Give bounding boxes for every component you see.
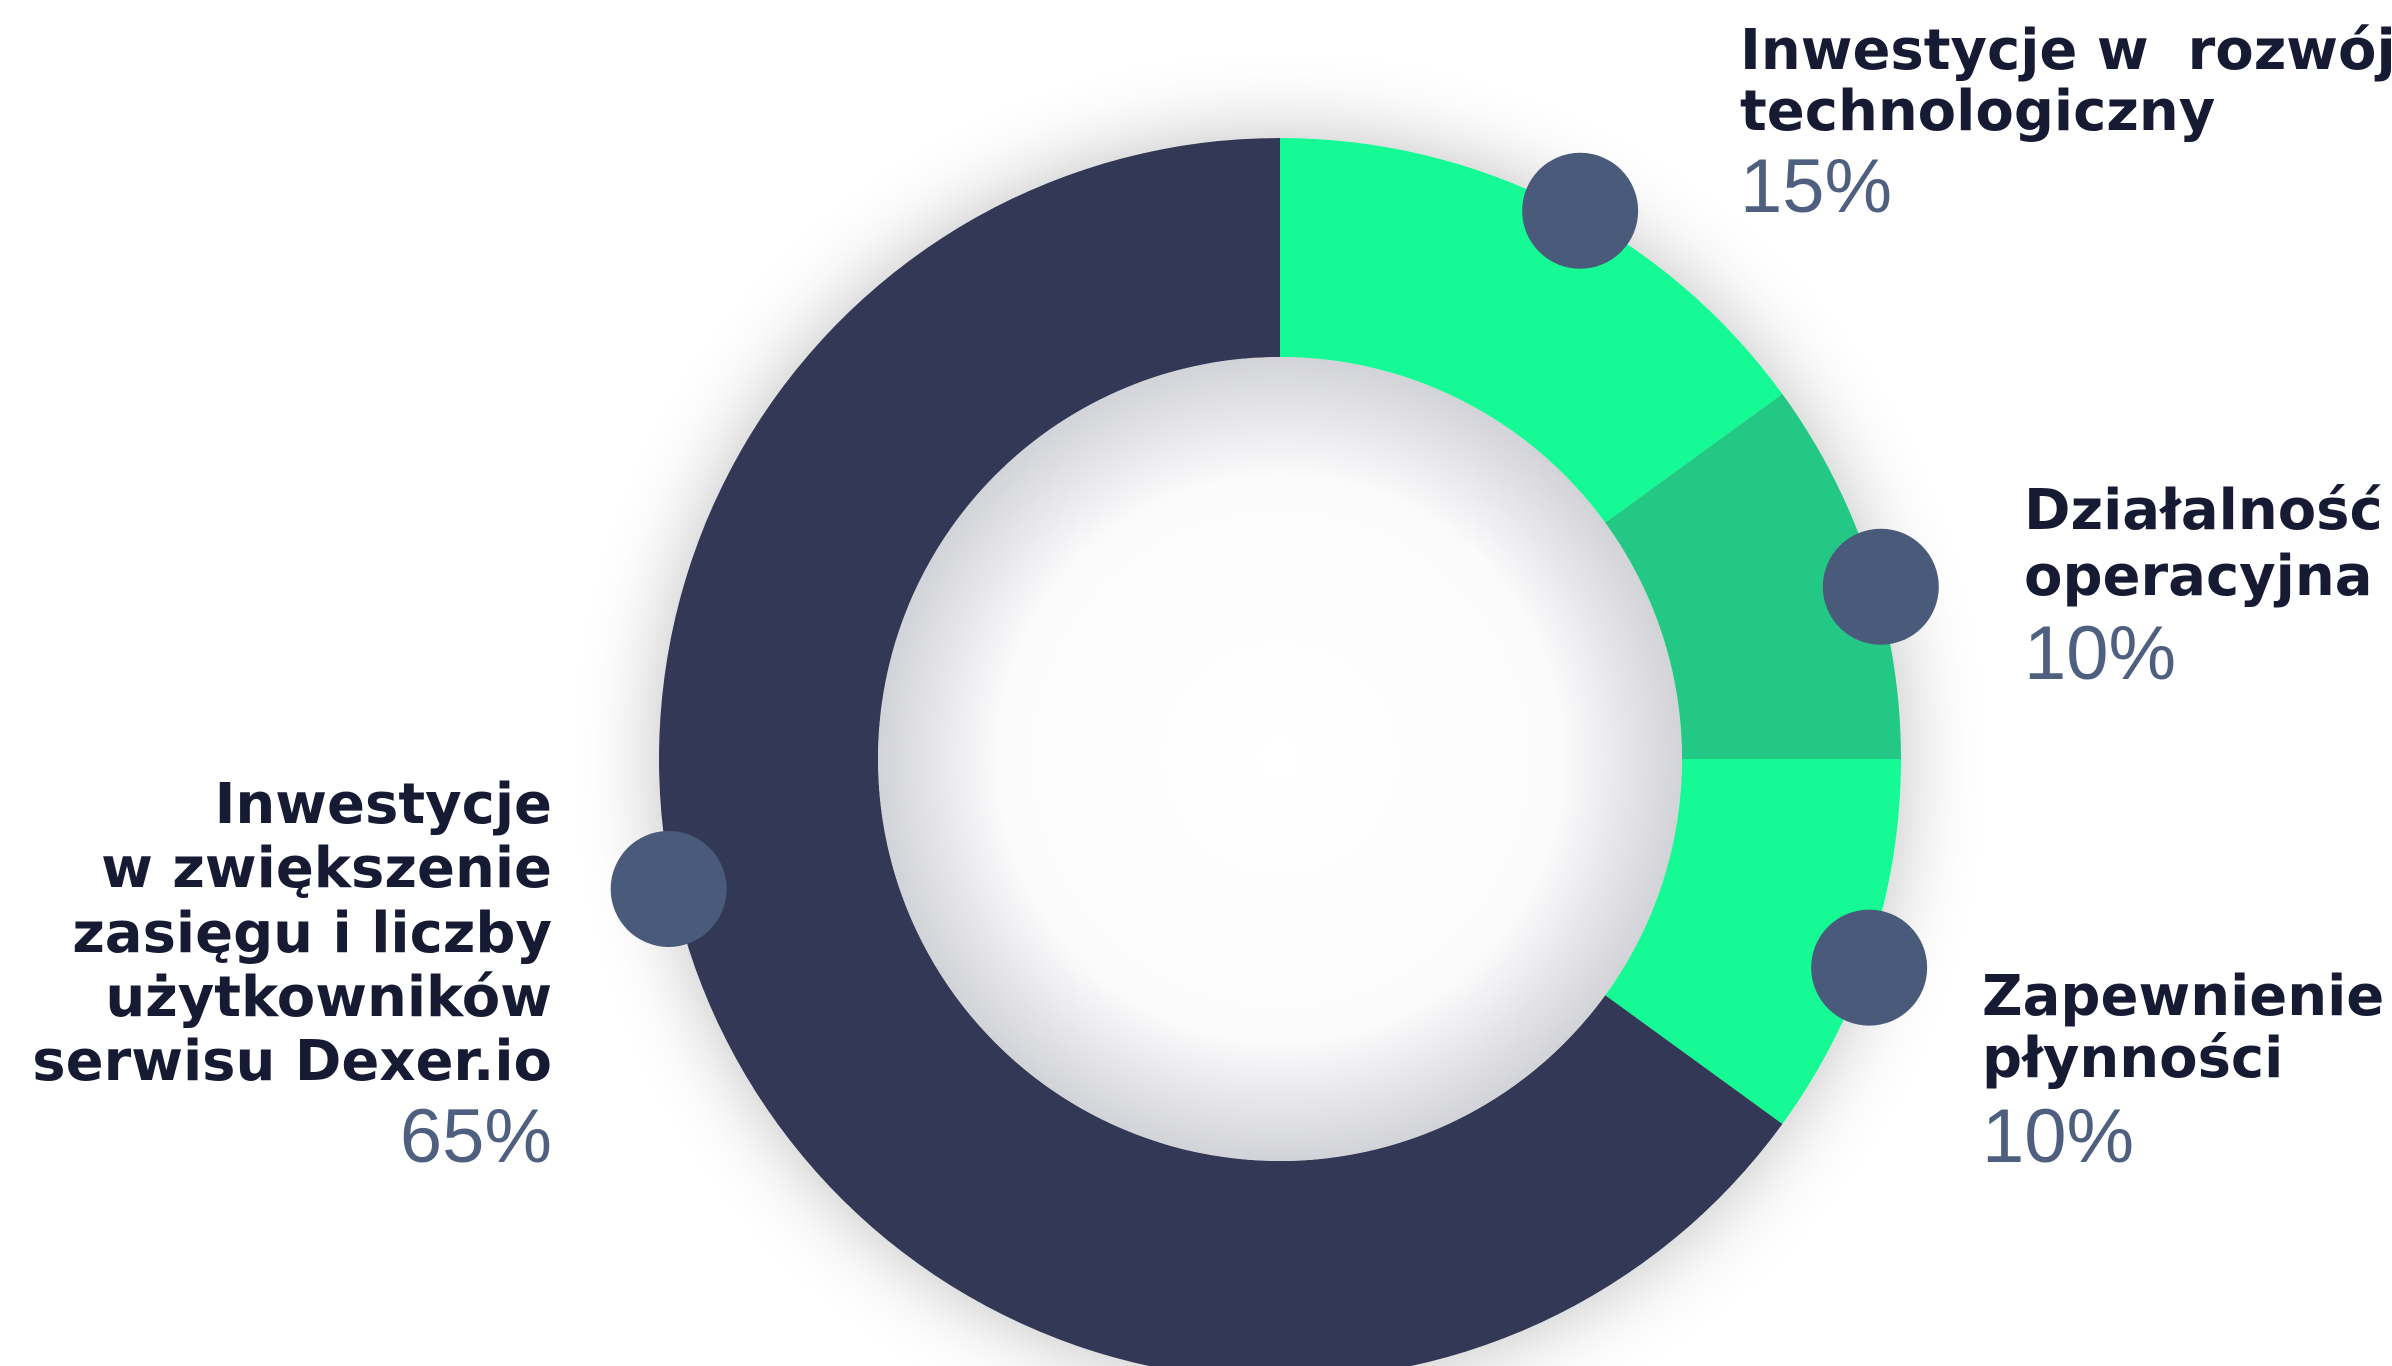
slice-label: serwisu Dexer.io <box>32 1029 552 1094</box>
value-label: 10% <box>1982 1094 2134 1179</box>
marker-dot <box>1822 528 1939 645</box>
slice-label: operacyjna <box>2024 544 2373 609</box>
value-label: 15% <box>1740 144 1892 229</box>
slice <box>659 138 1783 1366</box>
slice-label: zasięgu i liczby <box>72 901 552 966</box>
slice-label: płynności <box>1982 1026 2283 1091</box>
slice-label: w zwiększenie <box>101 836 552 901</box>
slice-label: Inwestycje w rozwój <box>1740 18 2392 83</box>
slice <box>1605 393 1901 759</box>
slice-label: Zapewnienie <box>1982 964 2384 1029</box>
slice-label: użytkowników <box>105 965 552 1030</box>
marker-dot <box>1811 909 1928 1026</box>
value-label: 65% <box>400 1094 552 1179</box>
slice <box>1605 759 1901 1125</box>
value-label: 10% <box>2024 611 2176 696</box>
slice-label: technologiczny <box>1740 79 2215 144</box>
slice-label: Inwestycje <box>215 772 552 837</box>
marker-dot <box>1522 152 1639 269</box>
marker-dot <box>610 830 727 947</box>
donut <box>659 138 1901 1366</box>
slice-label: Działalność <box>2024 478 2383 543</box>
slice <box>1280 138 1783 523</box>
donut-hole <box>878 357 1682 1161</box>
